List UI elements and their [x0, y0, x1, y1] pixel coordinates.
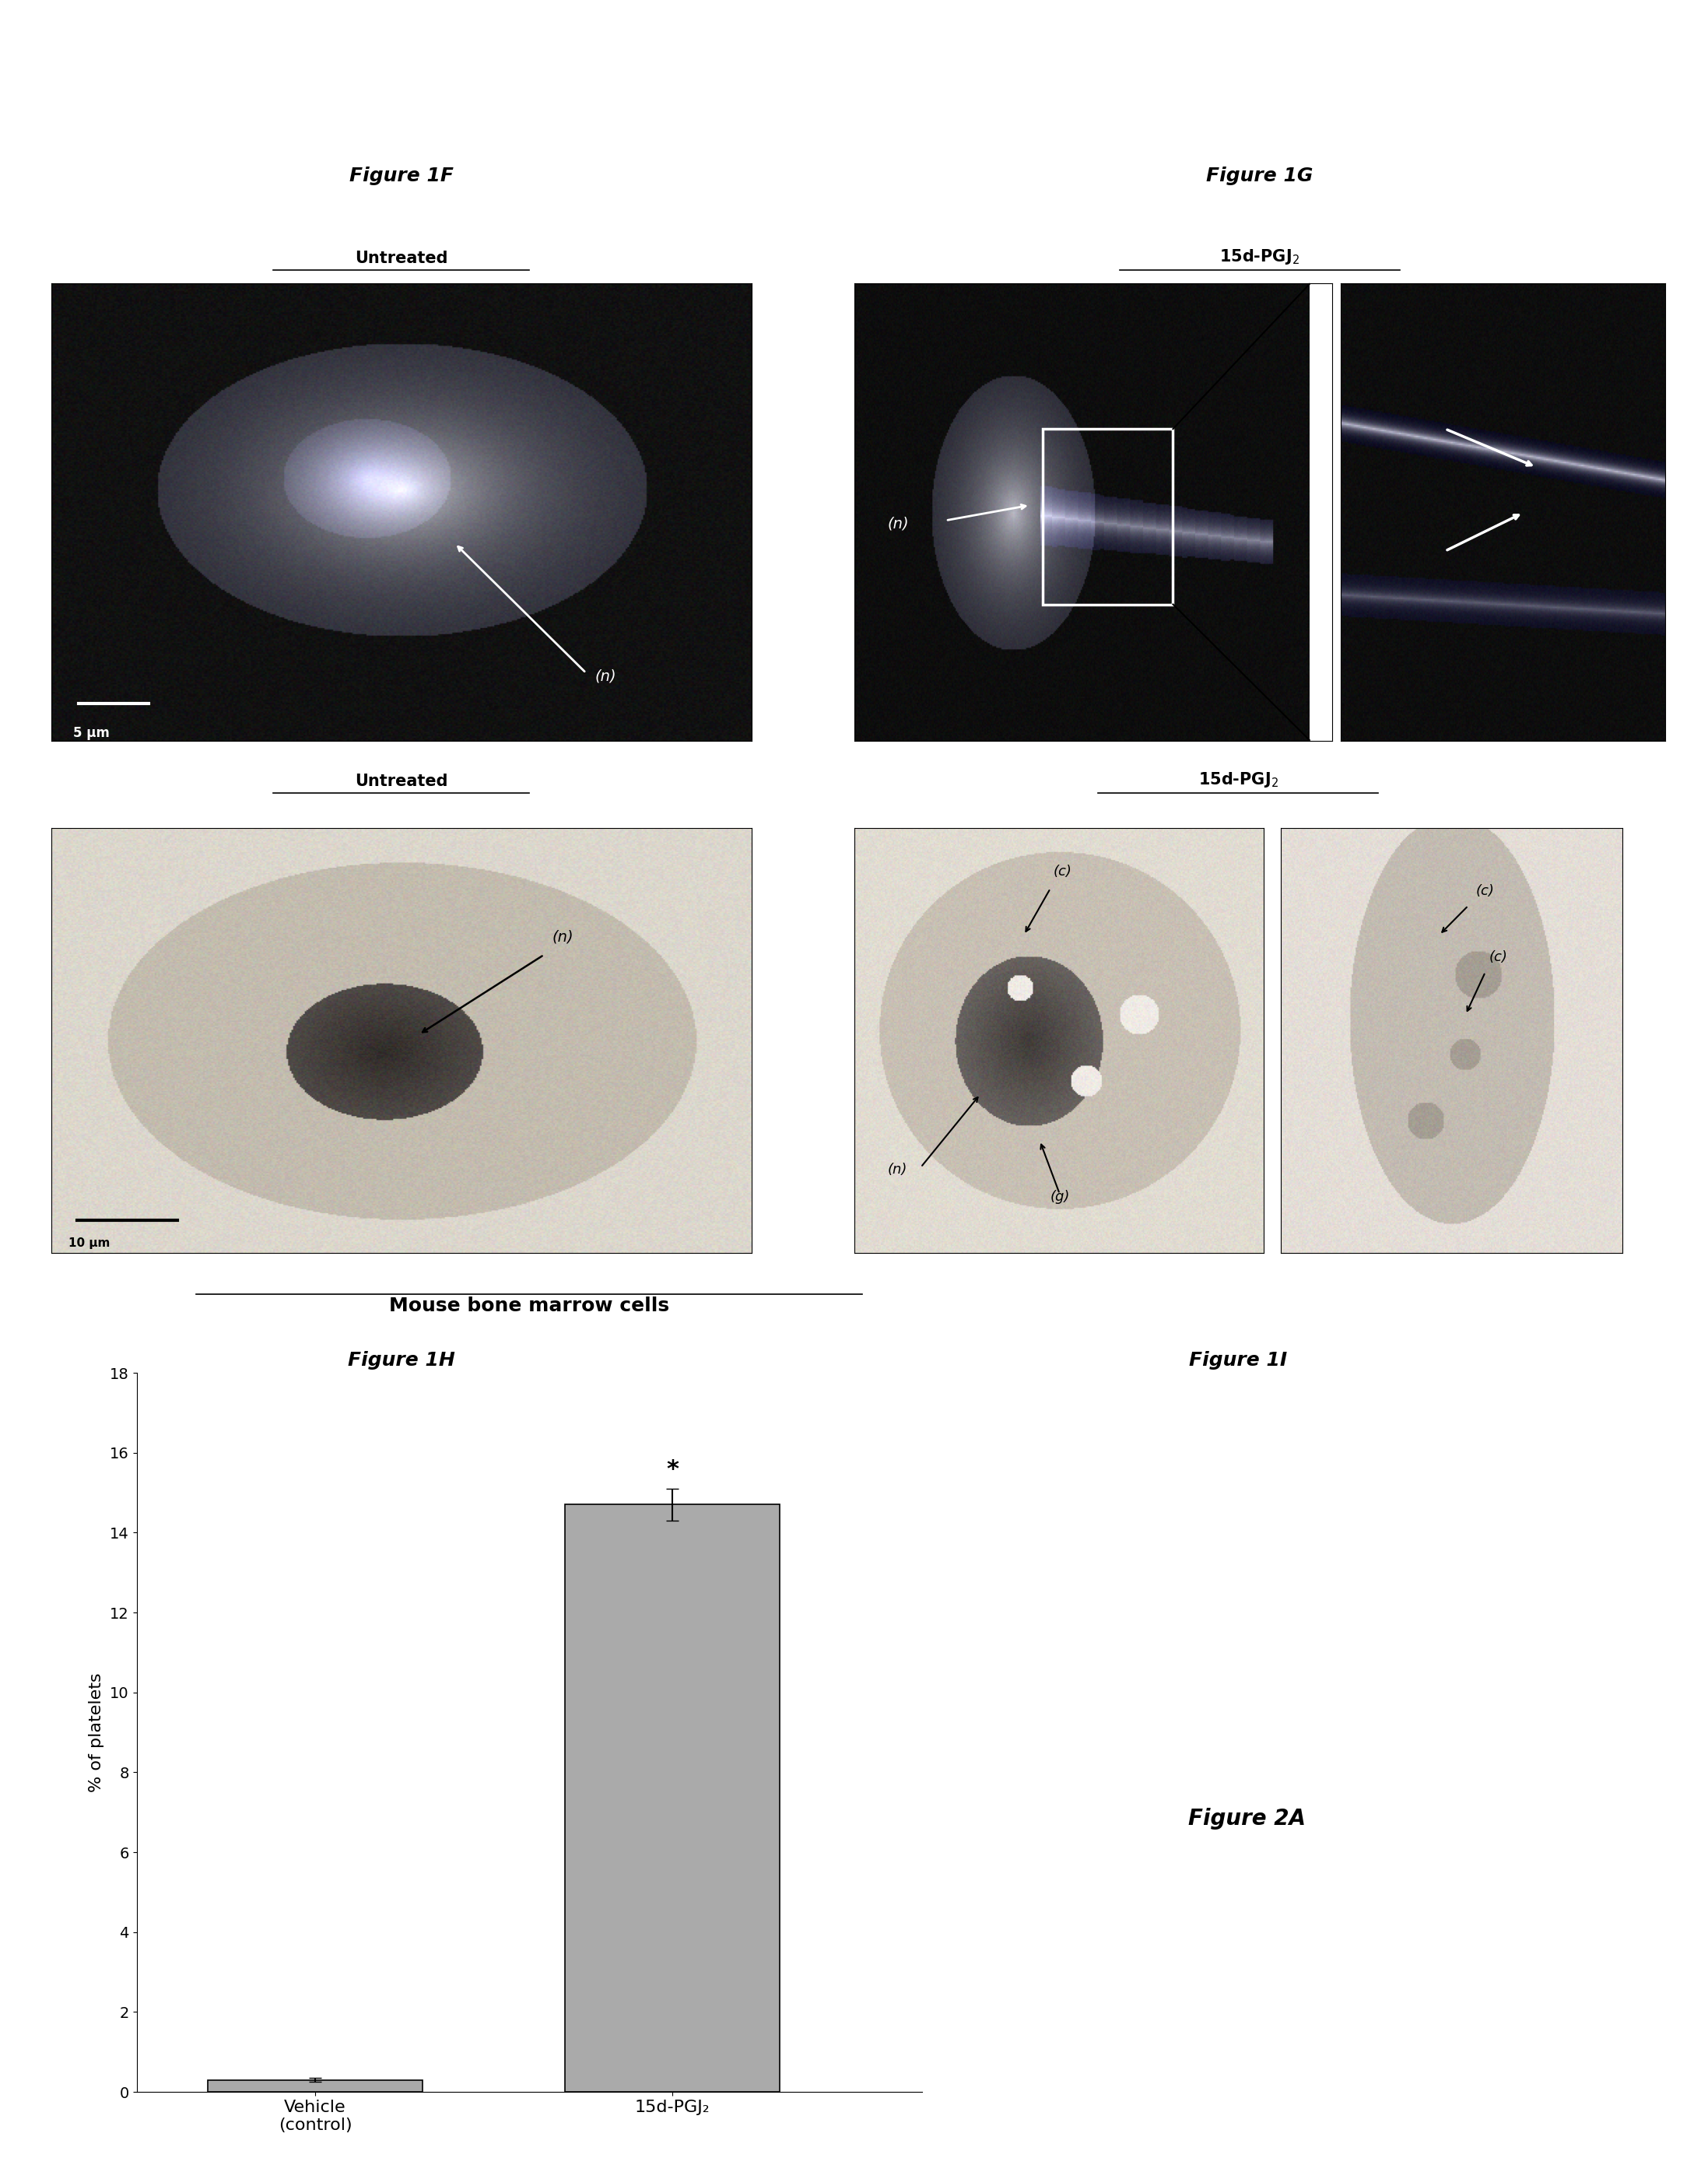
Text: Untreated: Untreated [355, 251, 447, 266]
Text: (c): (c) [1054, 865, 1071, 878]
Text: *: * [666, 1458, 678, 1482]
Text: (n): (n) [888, 1164, 907, 1177]
Text: (g): (g) [1050, 1190, 1071, 1203]
Text: 15d-PGJ$_2$: 15d-PGJ$_2$ [1199, 769, 1278, 789]
Text: Figure 1H: Figure 1H [348, 1351, 454, 1371]
Text: Figure 2A: Figure 2A [1189, 1809, 1305, 1830]
Text: Figure 1G: Figure 1G [1206, 166, 1313, 185]
Bar [565, 1506, 779, 2092]
Text: Mouse bone marrow cells: Mouse bone marrow cells [389, 1297, 670, 1316]
Y-axis label: % of platelets: % of platelets [89, 1673, 104, 1791]
Text: (n): (n) [552, 930, 574, 946]
Bar [1044, 429, 1173, 604]
Text: (c): (c) [1489, 950, 1508, 965]
Text: 15d-PGJ$_2$: 15d-PGJ$_2$ [1220, 246, 1300, 266]
Text: (n): (n) [886, 516, 909, 532]
Text: Figure 1I: Figure 1I [1189, 1351, 1288, 1371]
Text: 5 μm: 5 μm [73, 726, 109, 741]
Text: (c): (c) [1476, 885, 1494, 898]
Text: Untreated: Untreated [355, 774, 447, 789]
Text: (n): (n) [594, 669, 617, 684]
Text: 10 μm: 10 μm [68, 1238, 111, 1249]
Bar [208, 2079, 422, 2092]
Text: Figure 1F: Figure 1F [348, 166, 454, 185]
